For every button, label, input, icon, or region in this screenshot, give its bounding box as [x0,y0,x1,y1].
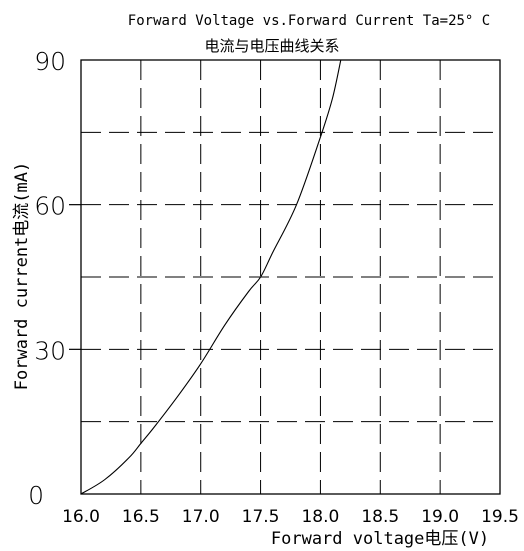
x-tick-label: 19.0 [421,507,459,527]
x-tick-label: 17.5 [242,507,280,527]
x-tick-label: 18.5 [361,507,399,527]
iv-curve-line [80,59,342,495]
x-tick-labels: 16.0 16.5 17.0 17.5 18.0 18.5 19.0 19.5 [62,507,519,527]
x-tick-label: 17.0 [182,507,220,527]
x-tick-label: 16.0 [62,507,100,527]
y-tick-labels: 0 30 60 90 [28,47,81,510]
chart-title: Forward Voltage vs.Forward Current Ta=25… [128,13,490,29]
x-axis-label: Forward voltage电压(V) [271,529,489,549]
y-tick-label: 0 [28,481,44,510]
plot-frame [80,59,501,495]
y-tick-label: 60 [34,192,66,221]
x-tick-label: 19.5 [481,507,519,527]
grid-lines [81,60,500,494]
y-axis-label: Forward current电流(mA) [12,162,32,390]
chart-subtitle: 电流与电压曲线关系 [204,37,339,55]
x-tick-label: 18.0 [301,507,339,527]
x-tick-label: 16.5 [122,507,160,527]
y-tick-label: 30 [34,336,66,365]
y-tick-label: 90 [34,47,66,76]
